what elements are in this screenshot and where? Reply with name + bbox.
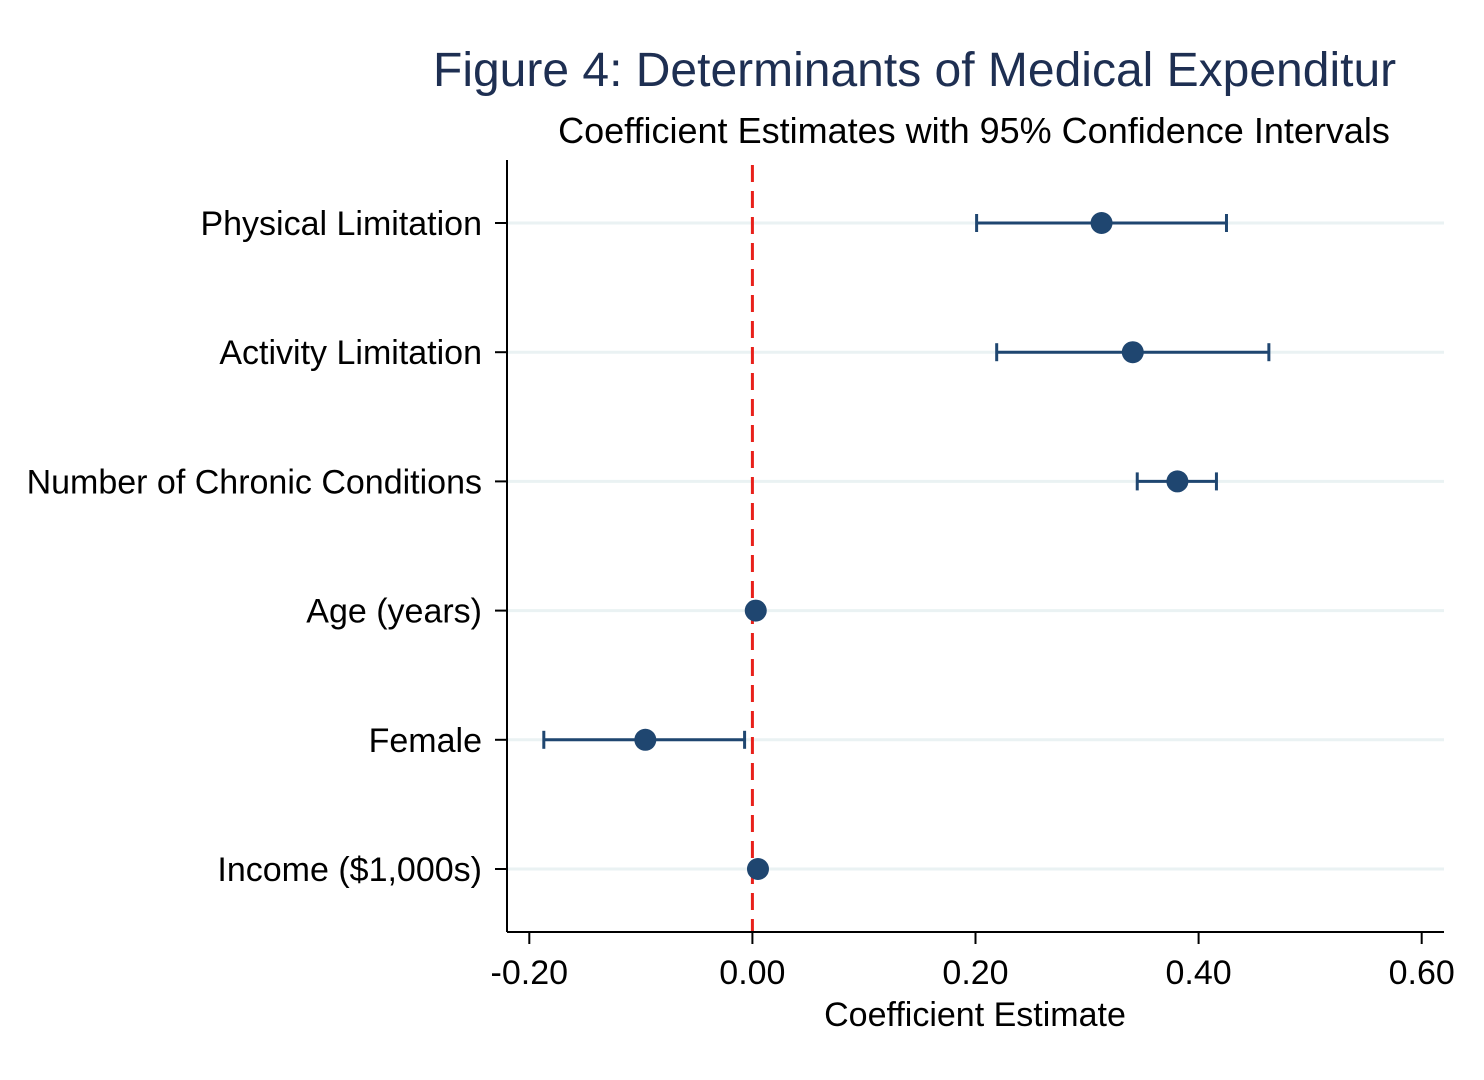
category-label: Activity Limitation <box>219 334 482 372</box>
x-tick-label: 0.40 <box>1166 954 1232 992</box>
x-tick-label: 0.60 <box>1389 954 1455 992</box>
estimate-marks <box>542 212 1271 880</box>
point-estimate <box>746 858 769 880</box>
point-estimate <box>1166 470 1189 493</box>
point-estimate <box>1121 341 1144 364</box>
gridlines <box>507 221 1444 871</box>
category-labels: Physical Limitation Activity Limitation Nu… <box>27 205 482 889</box>
category-label: Income ($1,000s) <box>217 851 482 889</box>
category-label: Number of Chronic Conditions <box>27 463 482 501</box>
point-estimate <box>744 599 767 622</box>
point-estimate <box>1090 212 1113 234</box>
chart-title: Figure 4: Determinants of Medical Expend… <box>433 44 1396 97</box>
x-tick-label: -0.20 <box>491 954 569 992</box>
category-label: Physical Limitation <box>200 205 482 243</box>
point-estimate <box>634 728 657 751</box>
x-axis-title: Coefficient Estimate <box>824 996 1126 1034</box>
x-tick-label: 0.00 <box>719 954 785 992</box>
chart-subtitle: Coefficient Estimates with 95% Confidenc… <box>558 110 1390 151</box>
x-tick-label: 0.20 <box>942 954 1008 992</box>
axes: -0.20 0.00 0.20 0.40 0.60 <box>491 160 1455 992</box>
category-label: Female <box>369 722 482 760</box>
category-label: Age (years) <box>306 593 482 631</box>
